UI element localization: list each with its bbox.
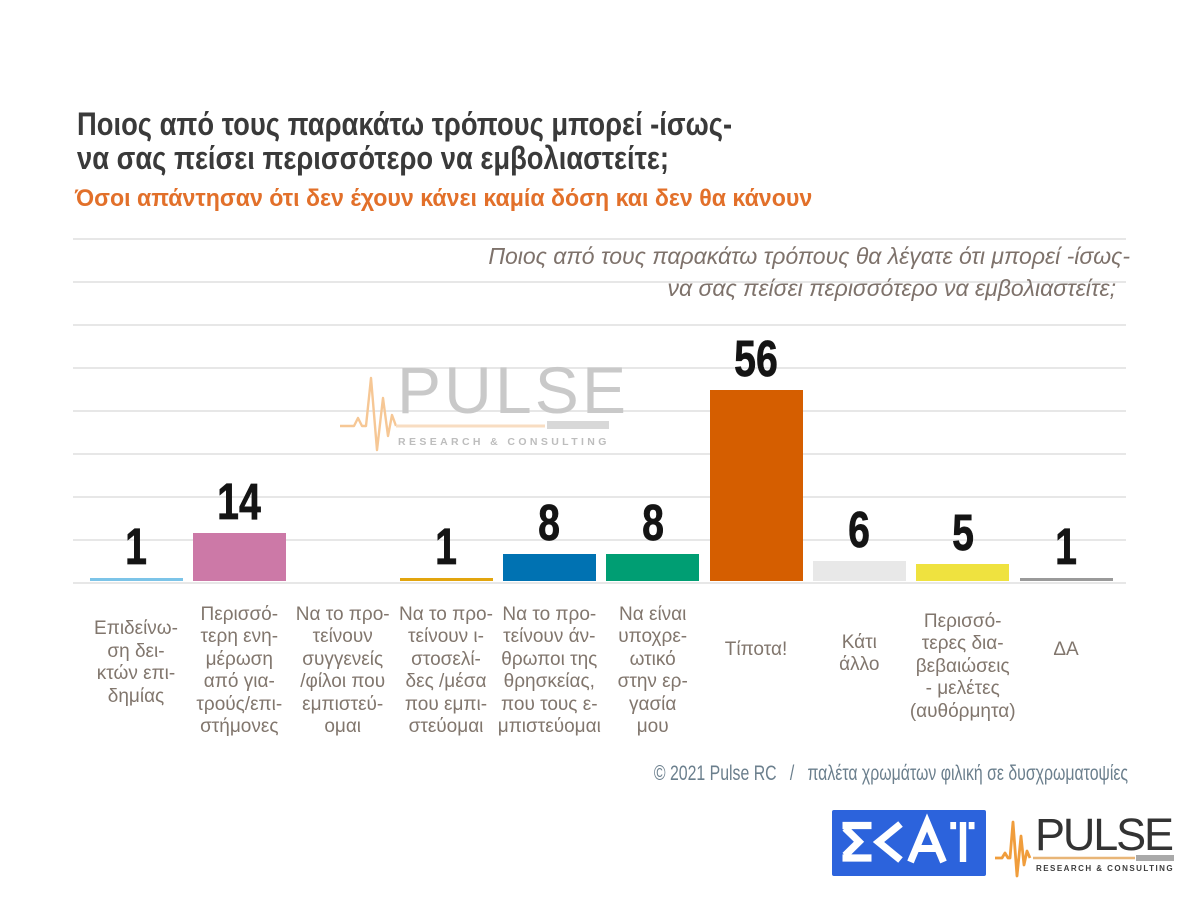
svg-text:PULSE: PULSE <box>397 358 626 427</box>
svg-text:RESEARCH & CONSULTING: RESEARCH & CONSULTING <box>398 436 610 448</box>
svg-text:PULSE: PULSE <box>1035 812 1176 860</box>
svg-text:RESEARCH & CONSULTING: RESEARCH & CONSULTING <box>1036 864 1175 873</box>
